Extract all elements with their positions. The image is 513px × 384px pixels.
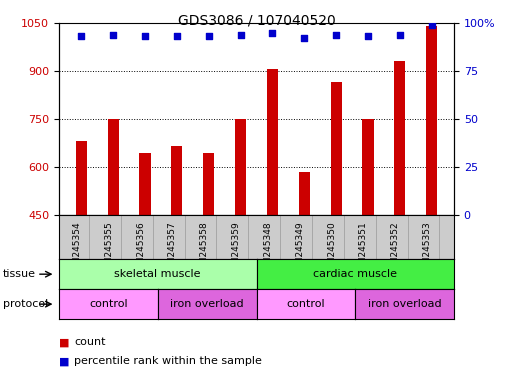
Point xyxy=(364,33,372,40)
Text: control: control xyxy=(287,299,325,309)
Text: cardiac muscle: cardiac muscle xyxy=(313,269,397,279)
Text: GSM245356: GSM245356 xyxy=(136,222,145,276)
Text: GSM245355: GSM245355 xyxy=(104,222,113,276)
Text: GDS3086 / 107040520: GDS3086 / 107040520 xyxy=(177,13,336,27)
Bar xyxy=(299,172,310,215)
Text: control: control xyxy=(89,299,128,309)
Text: tissue: tissue xyxy=(3,269,35,279)
Point xyxy=(428,22,436,28)
Point xyxy=(236,31,245,38)
Bar xyxy=(235,119,246,215)
Text: GSM245354: GSM245354 xyxy=(72,222,81,276)
Point xyxy=(396,31,404,38)
Point xyxy=(109,31,117,38)
Bar xyxy=(362,119,373,215)
Point xyxy=(300,35,308,41)
Text: GSM245357: GSM245357 xyxy=(168,222,177,276)
Point xyxy=(77,33,85,40)
Point xyxy=(173,33,181,40)
Bar xyxy=(108,119,119,215)
Text: ■: ■ xyxy=(59,337,69,347)
Point xyxy=(205,33,213,40)
Point xyxy=(141,33,149,40)
Text: percentile rank within the sample: percentile rank within the sample xyxy=(74,356,262,366)
Text: GSM245349: GSM245349 xyxy=(295,222,304,276)
Text: iron overload: iron overload xyxy=(368,299,442,309)
Point xyxy=(332,31,340,38)
Text: protocol: protocol xyxy=(3,299,48,309)
Text: GSM245350: GSM245350 xyxy=(327,222,336,276)
Text: GSM245358: GSM245358 xyxy=(200,222,209,276)
Text: GSM245359: GSM245359 xyxy=(231,222,241,276)
Point xyxy=(268,30,277,36)
Bar xyxy=(426,26,437,215)
Text: GSM245353: GSM245353 xyxy=(423,222,432,276)
Text: GSM245352: GSM245352 xyxy=(391,222,400,276)
Text: ■: ■ xyxy=(59,356,69,366)
Bar xyxy=(267,70,278,215)
Text: count: count xyxy=(74,337,106,347)
Bar xyxy=(76,141,87,215)
Text: GSM245351: GSM245351 xyxy=(359,222,368,276)
Text: skeletal muscle: skeletal muscle xyxy=(114,269,201,279)
Bar xyxy=(330,82,342,215)
Bar xyxy=(394,61,405,215)
Bar xyxy=(171,146,183,215)
Text: GSM245348: GSM245348 xyxy=(264,222,272,276)
Bar xyxy=(140,152,151,215)
Text: iron overload: iron overload xyxy=(170,299,244,309)
Bar xyxy=(203,152,214,215)
